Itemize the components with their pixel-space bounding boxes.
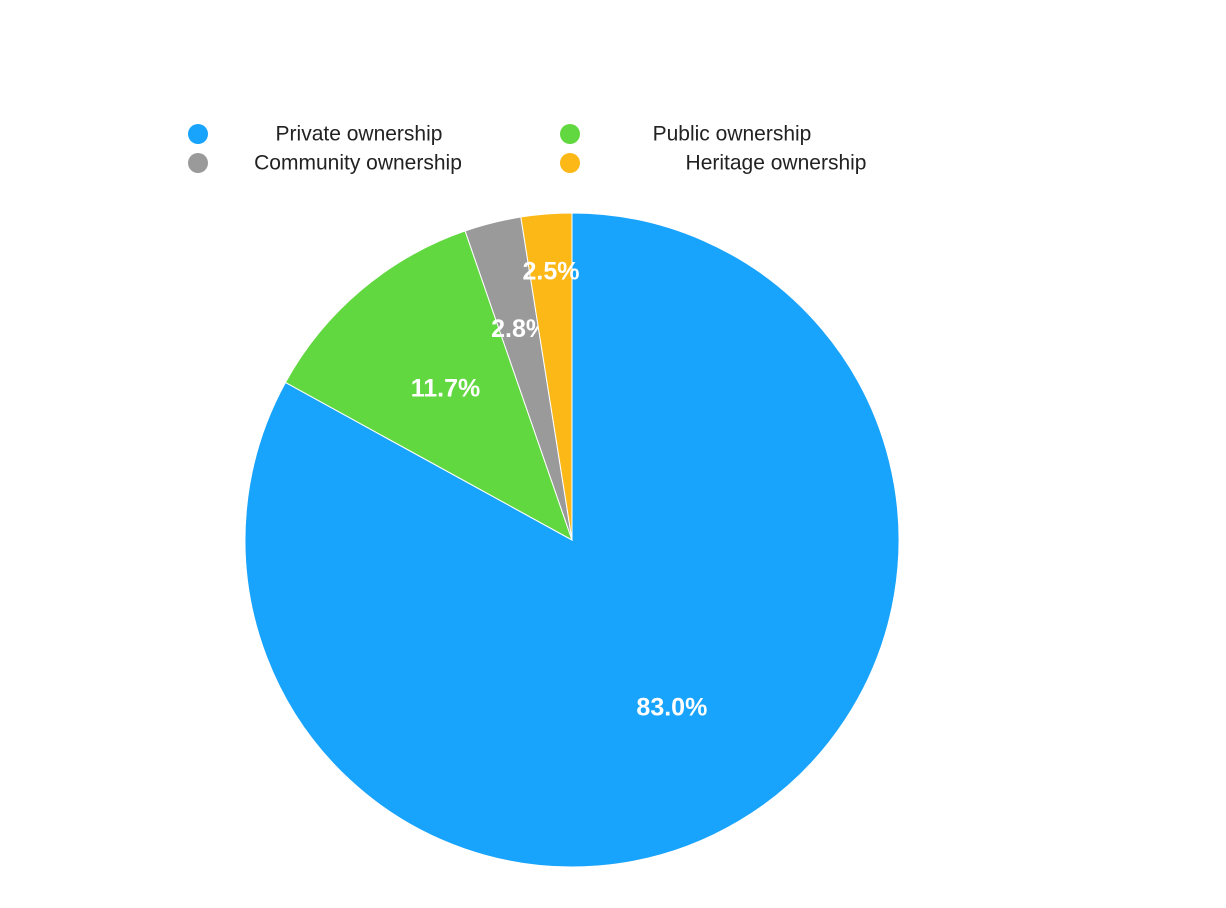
value-label: 11.7% — [411, 375, 481, 403]
legend-marker — [560, 153, 580, 173]
legend-marker — [188, 124, 208, 144]
legend-label: Community ownership — [254, 152, 462, 175]
pie-slice — [520, 212, 573, 541]
legend-label: Heritage ownership — [686, 152, 867, 175]
legend-label: Public ownership — [653, 123, 812, 146]
value-label: 83.0% — [636, 693, 707, 721]
legend-label: Private ownership — [276, 123, 443, 146]
legend-marker — [560, 124, 580, 144]
pie-slice — [284, 230, 573, 542]
pie-slice — [244, 212, 900, 868]
value-label: 2.5% — [522, 257, 579, 285]
legend-marker — [188, 153, 208, 173]
